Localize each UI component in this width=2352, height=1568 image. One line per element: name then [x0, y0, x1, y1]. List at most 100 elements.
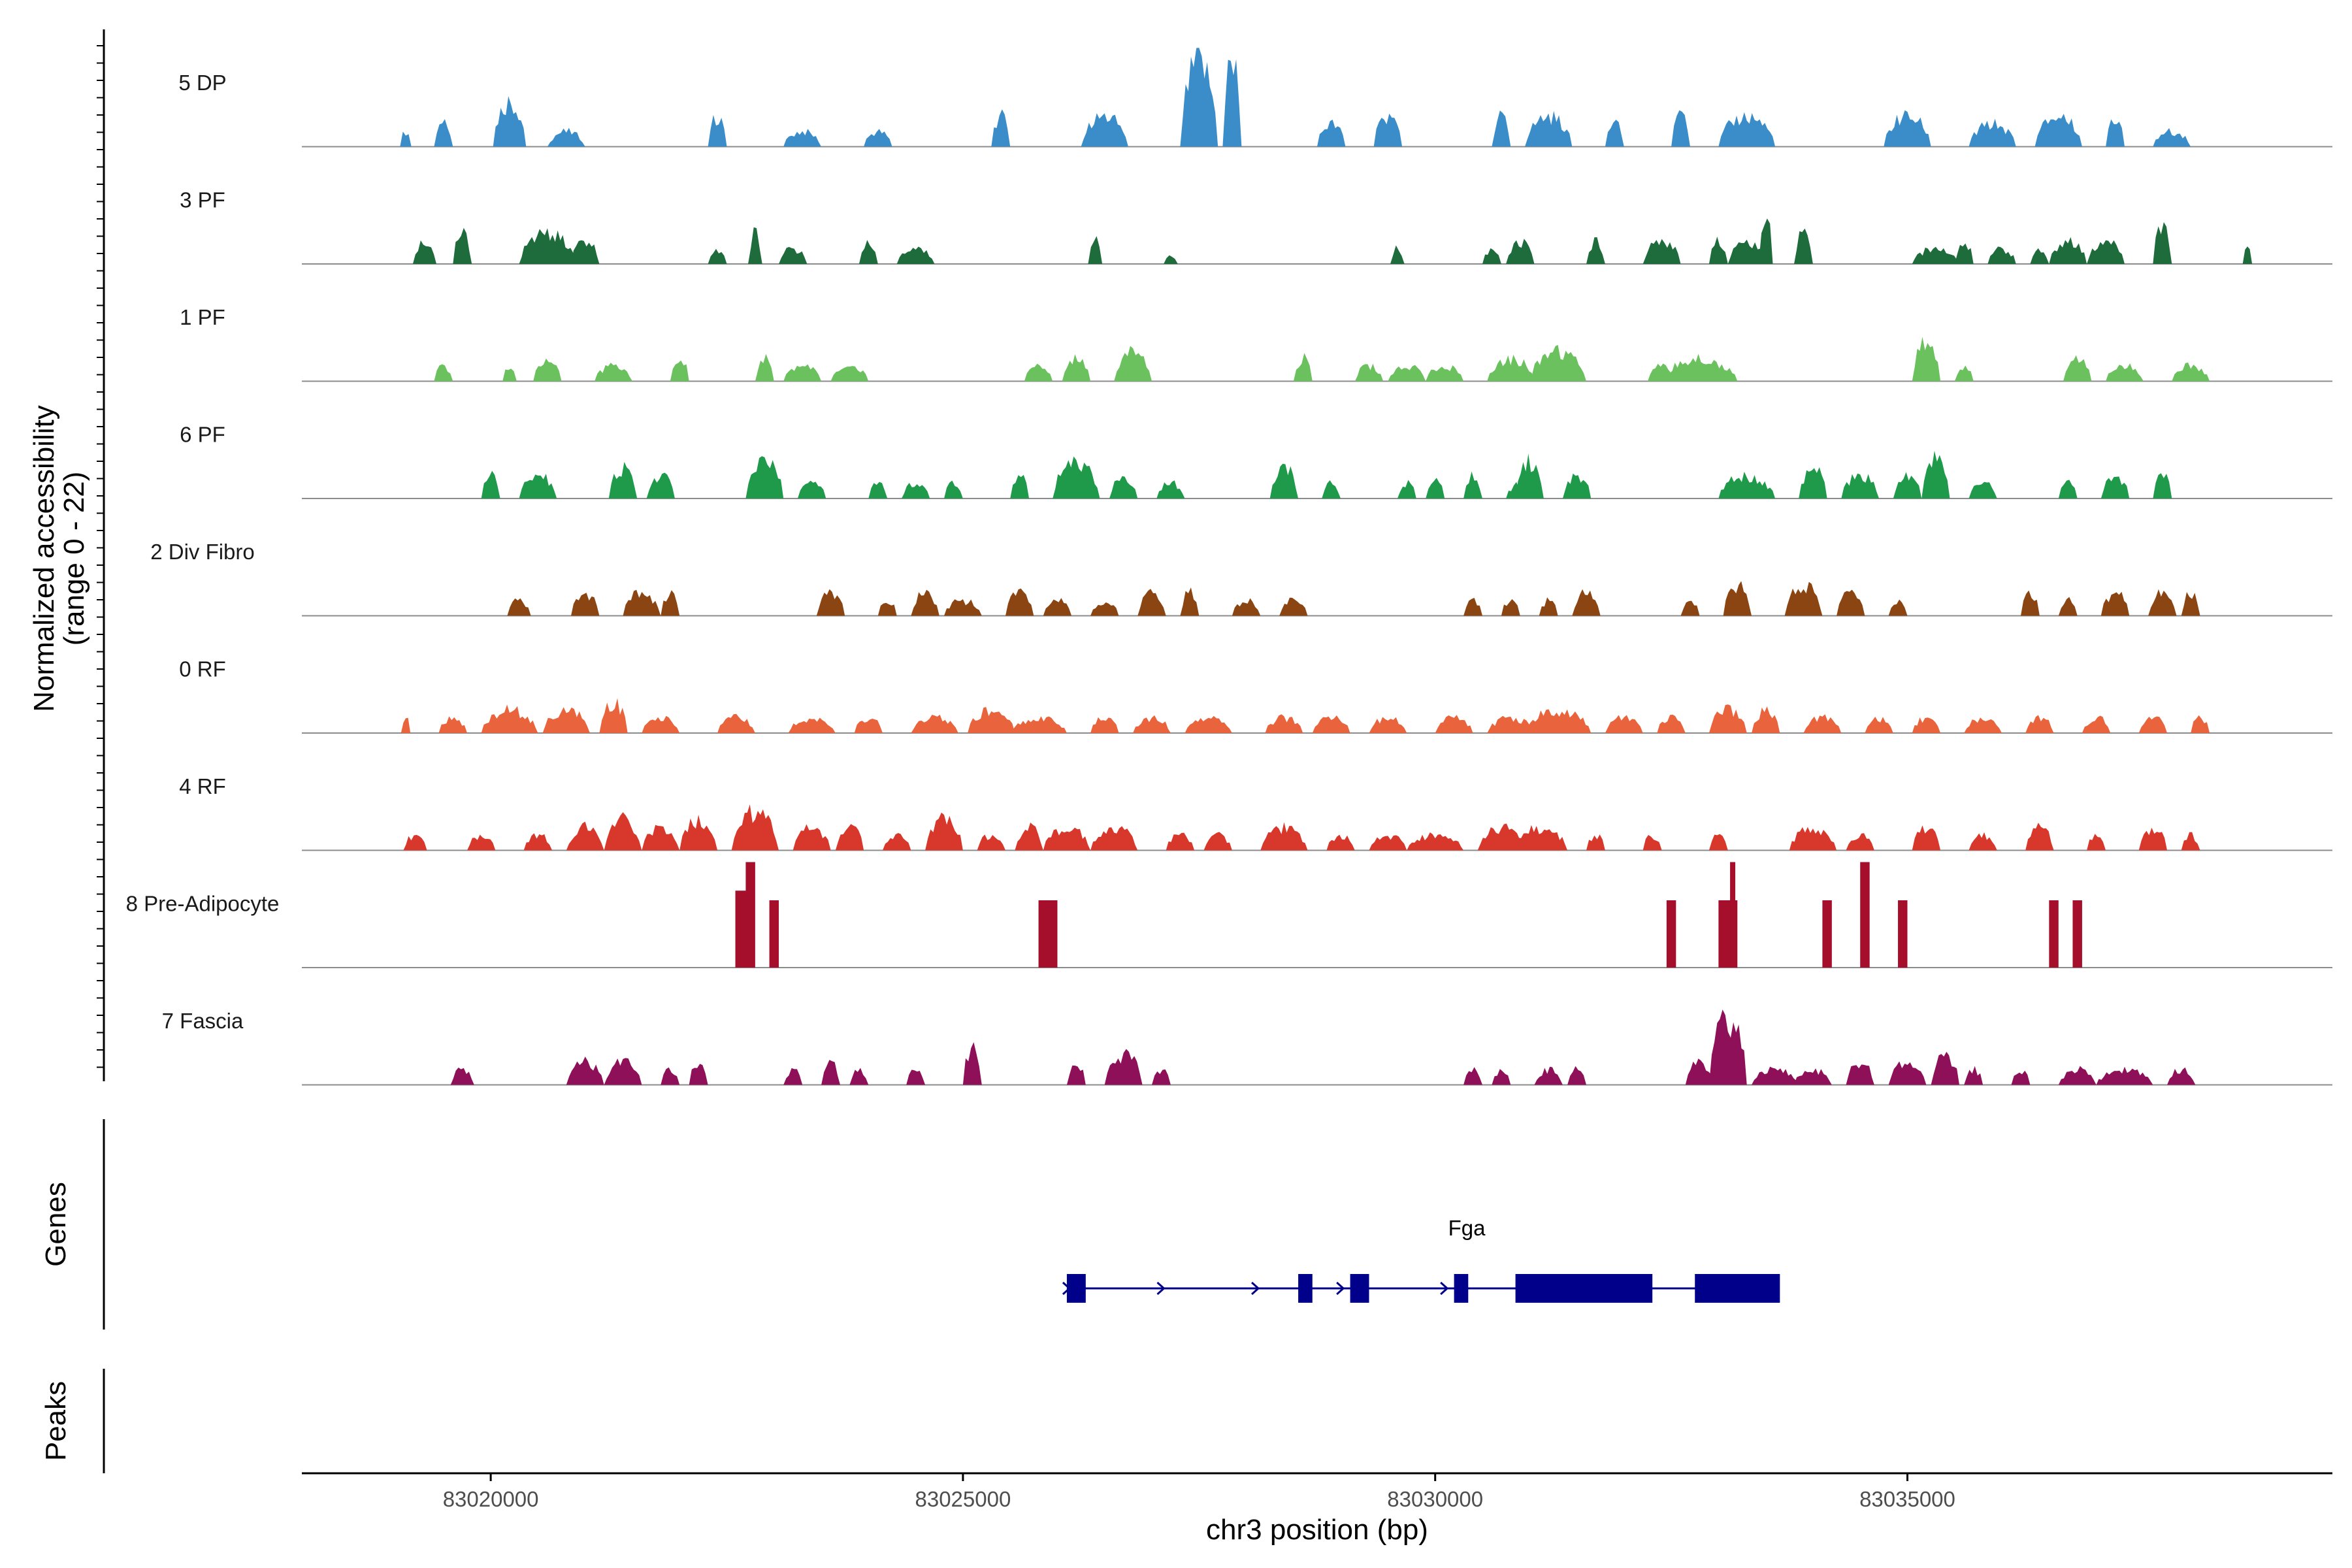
coverage-peak [1090, 717, 1119, 733]
coverage-peak [1794, 1068, 1832, 1085]
coverage-peak [1492, 110, 1511, 147]
coverage-peak [493, 96, 527, 147]
coverage-peak [1884, 110, 1931, 147]
coverage-peak [1053, 456, 1100, 498]
coverage-peak [864, 129, 892, 147]
coverage-peak [689, 1064, 708, 1085]
coverage-peak [507, 598, 531, 616]
coverage-peak [877, 602, 897, 616]
coverage-peak [1888, 599, 1908, 616]
coverage-peak [2096, 1066, 2153, 1085]
coverage-peak [1586, 834, 1605, 851]
track-2-div-fibro: 2 Div Fibro [150, 540, 2332, 617]
genes-panel-title: Genes [40, 1182, 72, 1267]
coverage-peak [2242, 246, 2253, 264]
coverage-peak [1708, 834, 1728, 851]
coverage-peak [400, 717, 411, 733]
coverage-peak [1397, 480, 1416, 498]
coverage-peak [1912, 246, 1959, 264]
coverage-peak [783, 1068, 803, 1085]
coverage-peak [642, 715, 680, 733]
coverage-peak [1090, 826, 1138, 851]
coverage-peak [1390, 245, 1405, 264]
coverage-peak [1860, 862, 1870, 968]
gene-exon [1695, 1274, 1780, 1303]
coverage-peak [1184, 715, 1232, 733]
coverage-peak [1708, 237, 1728, 264]
coverage-peak [2087, 834, 2106, 851]
coverage-peak [1680, 600, 1700, 616]
coverage-peak [2030, 248, 2050, 264]
coverage-peak [2181, 592, 2200, 616]
peaks-panel-title: Peaks [40, 1381, 72, 1461]
coverage-peak [1912, 717, 1941, 733]
coverage-peak [679, 815, 718, 851]
coverage-peak [1846, 833, 1874, 851]
coverage-peak [1661, 353, 1738, 382]
coverage-peak [858, 240, 878, 264]
coverage-peak [1090, 602, 1119, 616]
coverage-peak [2148, 589, 2177, 616]
coverage-peak [2025, 715, 2054, 733]
coverage-peak [717, 713, 755, 733]
coverage-peak [1708, 1009, 1747, 1085]
coverage-peak [1203, 832, 1232, 851]
track-0-rf: 0 RF [179, 657, 2332, 734]
coverage-peak [1511, 825, 1568, 851]
strand-arrow [1336, 1281, 1345, 1296]
track-8-pre-adipocyte: 8 Pre-Adipocyte [126, 862, 2332, 968]
coverage-peak [1708, 704, 1747, 733]
coverage-peak [906, 1070, 926, 1085]
coverage-peak [2153, 222, 2172, 264]
coverage-peak [1152, 1069, 1171, 1085]
track-5-dp: 5 DP [178, 48, 2332, 148]
coverage-peak [1912, 336, 1941, 382]
coverage-peak [1539, 597, 1558, 616]
track-label: 7 Fascia [162, 1009, 244, 1033]
coverage-peak [2063, 355, 2092, 382]
coverage-peak [1133, 715, 1171, 733]
coverage-peak [570, 593, 600, 616]
coverage-peak [1506, 238, 1535, 264]
coverage-peak [1010, 474, 1030, 498]
track-label: 5 DP [178, 71, 226, 95]
coverage-peak [1066, 1066, 1086, 1085]
track-label: 3 PF [180, 188, 225, 212]
x-tick-label: 83020000 [443, 1487, 539, 1511]
coverage-peak [1369, 717, 1407, 733]
track-3-pf: 3 PF [180, 188, 2332, 265]
coverage-peak [2034, 114, 2082, 147]
coverage-peak [1888, 1061, 1927, 1085]
coverage-peak [1463, 471, 1482, 498]
coverage-peak [1964, 717, 2002, 733]
coverage-peak [1312, 715, 1350, 733]
coverage-peak [755, 353, 774, 382]
coverage-peak [868, 482, 888, 498]
track-6-pf: 6 PF [180, 423, 2332, 499]
coverage-peak [779, 247, 808, 264]
coverage-peak [1529, 345, 1586, 382]
coverage-peak [519, 474, 557, 498]
coverage-peak [502, 368, 517, 382]
coverage-peak [1931, 1051, 1959, 1085]
coverage-peak [854, 719, 883, 733]
coverage-peak [1081, 113, 1128, 147]
coverage-peak [661, 590, 680, 616]
coverage-peak [962, 1042, 982, 1085]
coverage-peak [783, 129, 822, 147]
coverage-peak [595, 363, 632, 382]
coverage-peak [797, 480, 826, 498]
coverage-peak [1293, 353, 1313, 382]
coverage-peak [1657, 714, 1686, 733]
coverage-peak [896, 246, 935, 264]
coverage-peak [849, 1068, 869, 1085]
gene-exon [1515, 1274, 1653, 1303]
coverage-peak [1846, 1064, 1874, 1085]
coverage-peak [566, 821, 604, 851]
coverage-peak [1525, 709, 1592, 733]
coverage-peak [735, 890, 747, 968]
y-axis-title: Normalized accessibility [28, 405, 60, 711]
coverage-peak [2153, 128, 2191, 147]
coverage-peak [1586, 237, 1605, 264]
coverage-peak [1222, 59, 1242, 147]
